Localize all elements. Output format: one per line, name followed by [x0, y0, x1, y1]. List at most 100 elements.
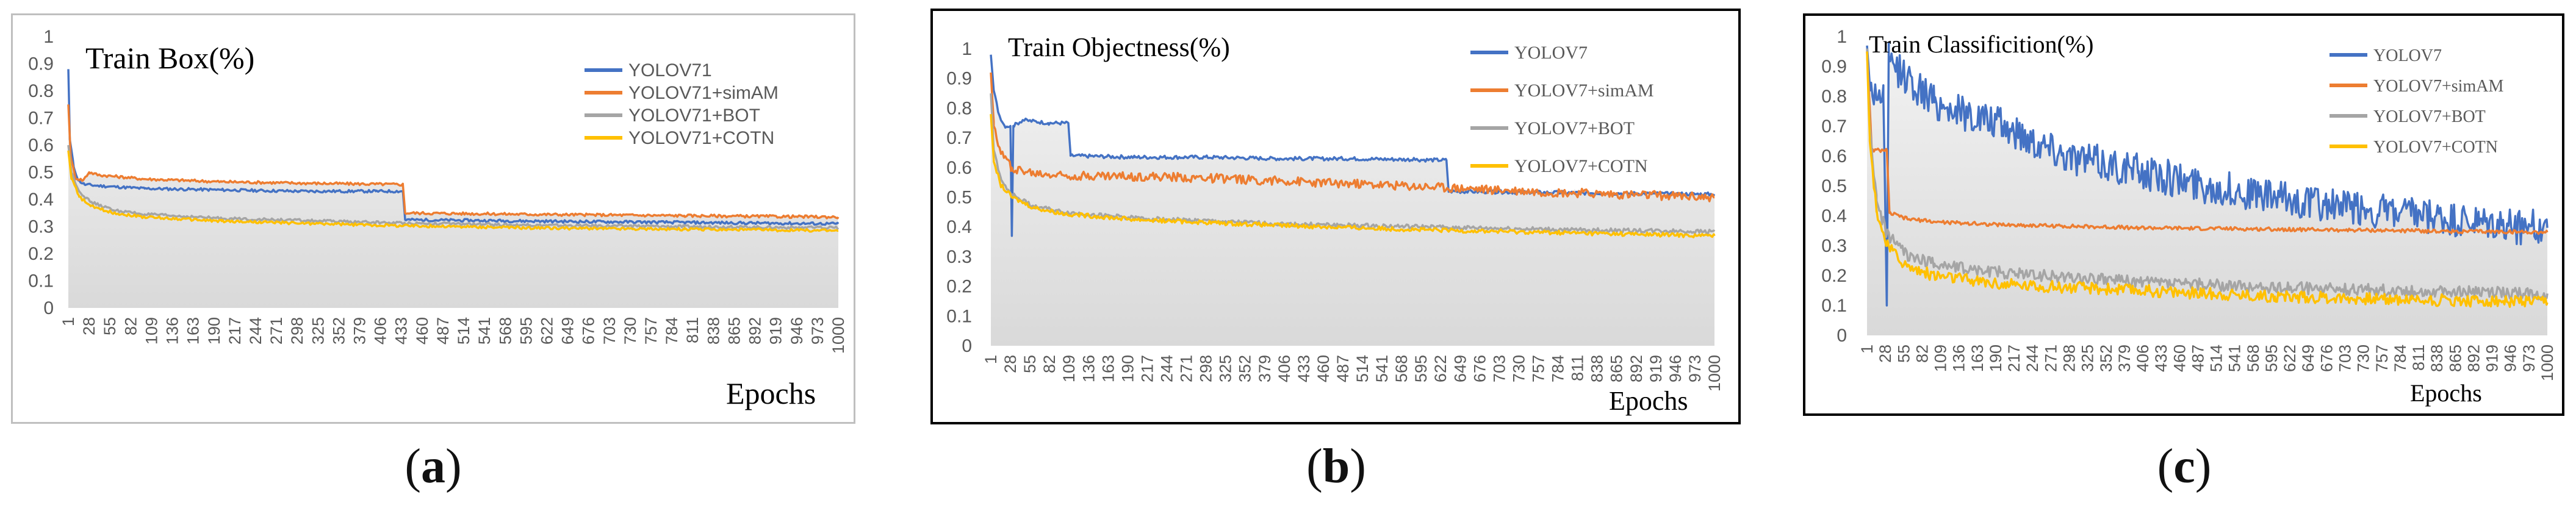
x-tick-label: 730	[2355, 345, 2373, 372]
legend-entry: YOLOV7+COTN	[2373, 138, 2498, 157]
x-tick-label: 109	[1060, 355, 1078, 382]
x-tick-label: 244	[2023, 345, 2042, 372]
x-tick-label: 946	[2502, 345, 2520, 372]
x-tick-label: 55	[1894, 345, 1913, 363]
x-tick-label: 406	[372, 317, 390, 345]
y-tick-label: 0	[962, 336, 972, 356]
y-tick-label: 0.5	[28, 163, 54, 183]
x-tick-label: 568	[1392, 355, 1411, 382]
panel-b-frame	[930, 9, 1741, 424]
x-tick-label: 730	[1509, 355, 1528, 382]
x-tick-label: 352	[2097, 345, 2115, 372]
x-tick-label: 784	[663, 317, 681, 345]
x-tick-label: 325	[309, 317, 327, 345]
y-tick-label: 0.9	[1821, 57, 1847, 77]
series-line-yolov7-simam	[1866, 51, 2549, 235]
y-tick-label: 0.9	[28, 54, 54, 74]
caption-a: (a)	[405, 440, 462, 493]
y-tick-label: 0.1	[1821, 296, 1847, 316]
x-tick-label: 973	[2520, 345, 2538, 372]
y-tick-label: 0.2	[946, 277, 972, 297]
y-tick-label: 1	[962, 39, 972, 59]
x-tick-label: 919	[767, 317, 785, 345]
x-tick-label: 271	[267, 317, 286, 345]
x-axis-label: Epochs	[1609, 386, 1688, 416]
x-tick-label: 622	[538, 317, 556, 345]
x-tick-label: 622	[1431, 355, 1450, 382]
legend-entry: YOLOV71+COTN	[628, 128, 774, 148]
y-tick-label: 0.6	[28, 135, 54, 155]
panel-a-frame	[11, 13, 855, 424]
x-tick-label: 82	[1913, 345, 1931, 363]
x-tick-label: 541	[475, 317, 494, 345]
x-tick-label: 865	[1608, 355, 1626, 382]
caption-b-letter: b	[1322, 440, 1350, 493]
series-line-yolov7-bot	[990, 93, 1716, 235]
x-tick-label: 595	[2262, 345, 2281, 372]
y-tick-label: 0.4	[946, 217, 972, 237]
series-line-yolov7	[1866, 41, 2549, 307]
x-tick-label: 163	[184, 317, 203, 345]
x-tick-label: 82	[121, 317, 140, 335]
x-tick-label: 406	[1275, 355, 1293, 382]
x-tick-label: 946	[788, 317, 806, 345]
x-tick-label: 298	[1197, 355, 1215, 382]
x-tick-label: 703	[2336, 345, 2355, 372]
x-tick-label: 298	[2060, 345, 2078, 372]
x-tick-label: 892	[1627, 355, 1646, 382]
x-tick-label: 973	[1686, 355, 1704, 382]
x-tick-label: 1000	[2538, 345, 2556, 381]
x-tick-label: 28	[80, 317, 98, 335]
x-tick-label: 757	[1530, 355, 1548, 382]
legend-entry: YOLOV7+simAM	[1514, 80, 1654, 101]
x-tick-label: 811	[683, 317, 702, 343]
y-tick-label: 0.2	[1821, 266, 1847, 286]
x-tick-label: 784	[2391, 345, 2409, 372]
x-tick-label: 649	[1451, 355, 1469, 382]
x-tick-label: 271	[2042, 345, 2060, 372]
x-tick-label: 676	[1470, 355, 1489, 382]
y-tick-label: 0.3	[28, 217, 54, 237]
panel-c-frame	[1803, 13, 2564, 416]
legend-entry: YOLOV7	[2373, 46, 2442, 65]
x-tick-label: 55	[1021, 355, 1039, 373]
caption-c: (c)	[2157, 440, 2212, 493]
x-tick-label: 838	[704, 317, 722, 345]
x-tick-label: 487	[1334, 355, 1352, 382]
x-tick-label: 649	[559, 317, 577, 345]
x-tick-label: 838	[2428, 345, 2446, 372]
y-tick-label: 0.6	[946, 158, 972, 178]
x-axis-label: Epochs	[726, 376, 816, 410]
x-tick-label: 838	[1588, 355, 1606, 382]
series-line-yolov7-simam	[990, 72, 1715, 202]
x-tick-label: 892	[2464, 345, 2483, 372]
x-tick-label: 919	[2483, 345, 2502, 372]
x-tick-label: 757	[642, 317, 660, 345]
y-tick-label: 0.3	[1821, 236, 1847, 256]
x-tick-label: 541	[2226, 345, 2244, 372]
x-tick-label: 244	[1157, 355, 1176, 382]
legend-entry: YOLOV71+BOT	[628, 105, 760, 126]
x-tick-label: 433	[1295, 355, 1313, 382]
legend-entry: YOLOV7+BOT	[2373, 107, 2486, 126]
x-tick-label: 28	[1001, 355, 1020, 373]
x-tick-label: 487	[2189, 345, 2207, 372]
x-tick-label: 595	[517, 317, 535, 345]
x-tick-label: 244	[246, 317, 265, 345]
x-tick-label: 217	[226, 317, 244, 345]
x-tick-label: 379	[1256, 355, 1274, 382]
x-tick-label: 82	[1040, 355, 1059, 373]
x-tick-label: 190	[205, 317, 223, 345]
chart-title: Train Box(%)	[85, 41, 254, 75]
x-tick-label: 298	[288, 317, 306, 345]
x-tick-label: 703	[1490, 355, 1508, 382]
series-line-yolov71	[67, 69, 840, 226]
caption-b: (b)	[1306, 440, 1366, 493]
x-tick-label: 190	[1987, 345, 2005, 372]
y-tick-label: 0.2	[28, 244, 54, 264]
x-tick-label: 973	[808, 317, 827, 345]
area-fill	[1867, 42, 2547, 336]
chart-title: Train Classificition(%)	[1869, 30, 2094, 58]
series-line-yolov71-simam	[67, 104, 840, 220]
